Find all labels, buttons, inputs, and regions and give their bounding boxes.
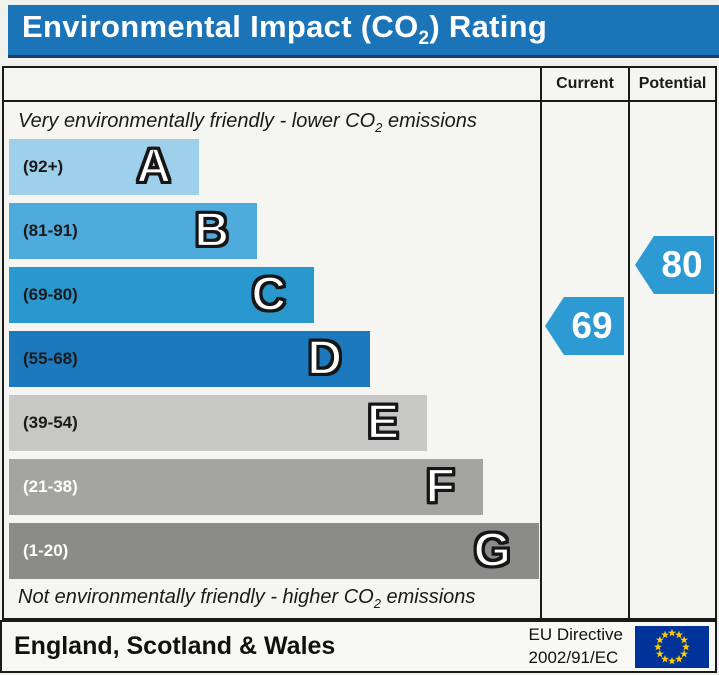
epc-band-b: (81-91) B	[9, 203, 257, 259]
band-letter: D	[306, 331, 343, 386]
band-range-label: (55-68)	[23, 349, 78, 368]
band-range-label: (81-91)	[23, 221, 78, 240]
footer-region-label: England, Scotland & Wales	[14, 632, 336, 660]
column-header-potential: Potential	[638, 75, 707, 92]
band-range-label: (21-38)	[23, 477, 78, 496]
band-bar-a: (92+) A	[9, 139, 199, 195]
current-rating-value: 69	[571, 305, 613, 346]
potential-rating-arrow: 80	[635, 236, 714, 294]
band-bar-g: (1-20) G	[9, 523, 539, 579]
table-header-row: Current Potential	[4, 68, 715, 102]
band-letter: A	[135, 139, 172, 194]
band-range-label: (39-54)	[23, 413, 78, 432]
band-letter: G	[473, 523, 513, 578]
eu-directive-label: EU Directive 2002/91/EC	[528, 625, 623, 667]
band-bar-f: (21-38) F	[9, 459, 483, 515]
caption-bottom: Not environmentally friendly - higher CO…	[18, 586, 476, 611]
page-title-suffix: ) Rating	[429, 9, 548, 45]
potential-rating-value: 80	[661, 244, 703, 285]
band-bar-d: (55-68) D	[9, 331, 370, 387]
current-column-divider	[540, 68, 542, 618]
page-title-subscript: 2	[418, 28, 430, 50]
page-title-text: Environmental Impact (CO	[22, 9, 419, 45]
band-letter: E	[366, 395, 400, 450]
epc-band-c: (69-80) C	[9, 267, 314, 323]
epc-band-a: (92+) A	[9, 139, 199, 195]
rating-table: Current Potential Very environmentally f…	[2, 66, 717, 620]
epc-band-d: (55-68) D	[9, 331, 370, 387]
caption-top: Very environmentally friendly - lower CO…	[18, 110, 477, 135]
band-range-label: (69-80)	[23, 285, 78, 304]
title-bar: Environmental Impact (CO2) Rating	[8, 5, 719, 58]
footer-bar: England, Scotland & Wales EU Directive 2…	[0, 620, 717, 673]
epc-band-g: (1-20) G	[9, 523, 539, 579]
epc-band-e: (39-54) E	[9, 395, 427, 451]
potential-column-divider	[628, 68, 630, 618]
band-range-label: (1-20)	[23, 541, 69, 560]
page-title: Environmental Impact (CO2) Rating	[22, 9, 547, 50]
band-letter: C	[250, 267, 287, 322]
band-bar-c: (69-80) C	[9, 267, 314, 323]
eu-flag-icon	[635, 625, 709, 668]
band-bar-b: (81-91) B	[9, 203, 257, 259]
band-range-label: (92+)	[23, 157, 64, 176]
band-letter: B	[193, 203, 230, 258]
epc-band-f: (21-38) F	[9, 459, 483, 515]
band-bar-e: (39-54) E	[9, 395, 427, 451]
band-letter: F	[425, 459, 457, 514]
column-header-current: Current	[556, 75, 614, 92]
current-rating-arrow: 69	[545, 297, 624, 355]
footer-right-group: EU Directive 2002/91/EC	[529, 624, 715, 668]
